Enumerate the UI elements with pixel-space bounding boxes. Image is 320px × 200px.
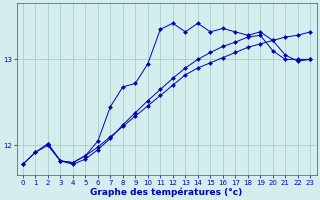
- X-axis label: Graphe des températures (°c): Graphe des températures (°c): [91, 187, 243, 197]
